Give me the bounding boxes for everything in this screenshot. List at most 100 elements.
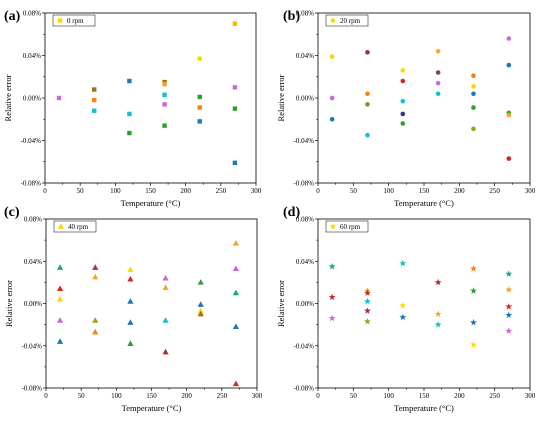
- data-point: [232, 21, 238, 26]
- data-point: [329, 54, 335, 59]
- data-point: [435, 80, 441, 86]
- data-point: [400, 111, 406, 117]
- data-point: [56, 338, 64, 344]
- data-point: [232, 160, 238, 166]
- data-point: [435, 48, 441, 54]
- data-point: [505, 270, 513, 277]
- data-point: [127, 298, 134, 304]
- data-point: [232, 85, 238, 90]
- plot-frame: [317, 218, 531, 389]
- data-point: [92, 108, 97, 113]
- x-tick-label: 0: [316, 187, 320, 195]
- x-tick-label: 150: [145, 187, 156, 195]
- data-point: [470, 341, 477, 348]
- data-point: [399, 259, 407, 267]
- y-tick-label: -0.04%: [294, 137, 315, 145]
- y-tick-label: 0.04%: [23, 52, 41, 60]
- x-tick-label: 100: [110, 187, 121, 195]
- data-point: [197, 279, 204, 285]
- data-point: [364, 289, 371, 296]
- data-point: [232, 323, 239, 330]
- x-tick-label: 200: [454, 392, 465, 400]
- x-axis-title: Temperature (°C): [394, 198, 454, 208]
- legend-marker: [330, 18, 336, 23]
- y-tick-label: 0.04%: [296, 258, 314, 266]
- chart-panel-d: 0 50 100 150 200 250 300 -0.08% -0.04% 0.00% 0.04%…: [276, 205, 536, 413]
- x-tick-label: 150: [419, 187, 430, 195]
- y-tick-label: 0.00%: [23, 95, 41, 103]
- y-tick-label: -0.04%: [21, 137, 42, 145]
- data-point: [470, 287, 477, 294]
- data-point: [364, 297, 371, 305]
- chart-panel-c: 0 50 100 150 200 250 300 -0.08% -0.04% 0.00% 0.04%…: [4, 205, 263, 413]
- data-point: [506, 36, 512, 41]
- data-point: [197, 94, 202, 100]
- x-tick-label: 300: [251, 187, 262, 195]
- data-point: [56, 264, 64, 270]
- data-point: [434, 321, 442, 328]
- data-point: [364, 317, 371, 325]
- y-tick-label: -0.08%: [294, 180, 315, 188]
- data-point: [364, 307, 371, 314]
- data-point: [328, 314, 336, 322]
- data-point: [400, 78, 406, 84]
- data-point: [505, 327, 513, 334]
- x-tick-label: 0: [44, 392, 48, 400]
- data-point: [329, 116, 335, 122]
- y-tick-label: -0.08%: [294, 385, 315, 393]
- data-point: [162, 92, 167, 98]
- data-point: [365, 50, 370, 55]
- data-point: [434, 278, 442, 286]
- data-point: [505, 286, 513, 293]
- legend-marker: [329, 222, 337, 230]
- data-point: [56, 285, 64, 292]
- x-tick-label: 50: [78, 392, 86, 400]
- data-point: [505, 303, 513, 310]
- x-tick-label: 150: [419, 392, 430, 400]
- data-point: [197, 307, 204, 314]
- data-point: [365, 91, 370, 97]
- data-point: [471, 91, 476, 97]
- x-tick-label: 200: [454, 187, 465, 195]
- data-point: [471, 73, 476, 78]
- data-point: [328, 262, 336, 270]
- y-axis-title: Relative error: [3, 74, 13, 121]
- legend-box: [53, 220, 97, 233]
- data-point: [329, 95, 335, 101]
- y-tick-label: 0.00%: [24, 300, 42, 308]
- x-tick-label: 300: [525, 187, 536, 195]
- data-point: [92, 87, 97, 92]
- x-tick-label: 200: [181, 392, 192, 400]
- x-tick-label: 100: [111, 392, 122, 400]
- data-point: [127, 275, 134, 282]
- chart-panel-b: 0 50 100 150 200 250 300 -0.08% -0.04% 0.00% 0.04%…: [276, 9, 536, 208]
- data-point: [127, 111, 132, 117]
- x-axis-title: Temperature (°C): [122, 403, 182, 413]
- data-point: [92, 328, 99, 335]
- y-tick-label: 0.08%: [23, 10, 41, 18]
- y-tick-label: 0.00%: [296, 300, 314, 308]
- data-point: [400, 68, 406, 73]
- data-point: [162, 81, 167, 87]
- y-tick-label: -0.08%: [21, 180, 42, 188]
- x-tick-label: 100: [383, 392, 394, 400]
- x-tick-label: 250: [217, 392, 228, 400]
- y-tick-label: -0.04%: [22, 342, 43, 350]
- x-tick-label: 0: [316, 392, 320, 400]
- legend-label: 40 rpm: [68, 223, 89, 231]
- data-point: [92, 273, 99, 280]
- data-point: [328, 293, 336, 301]
- data-point: [232, 239, 239, 246]
- data-point: [197, 56, 202, 61]
- data-point: [197, 119, 202, 124]
- data-point: [506, 112, 512, 118]
- x-tick-label: 250: [216, 187, 227, 195]
- x-tick-label: 250: [489, 187, 500, 195]
- data-point: [127, 78, 132, 84]
- y-tick-label: -0.08%: [22, 385, 43, 393]
- legend-box: [52, 14, 96, 27]
- data-point: [435, 91, 441, 97]
- y-tick-label: -0.04%: [294, 342, 315, 350]
- data-point: [506, 62, 512, 68]
